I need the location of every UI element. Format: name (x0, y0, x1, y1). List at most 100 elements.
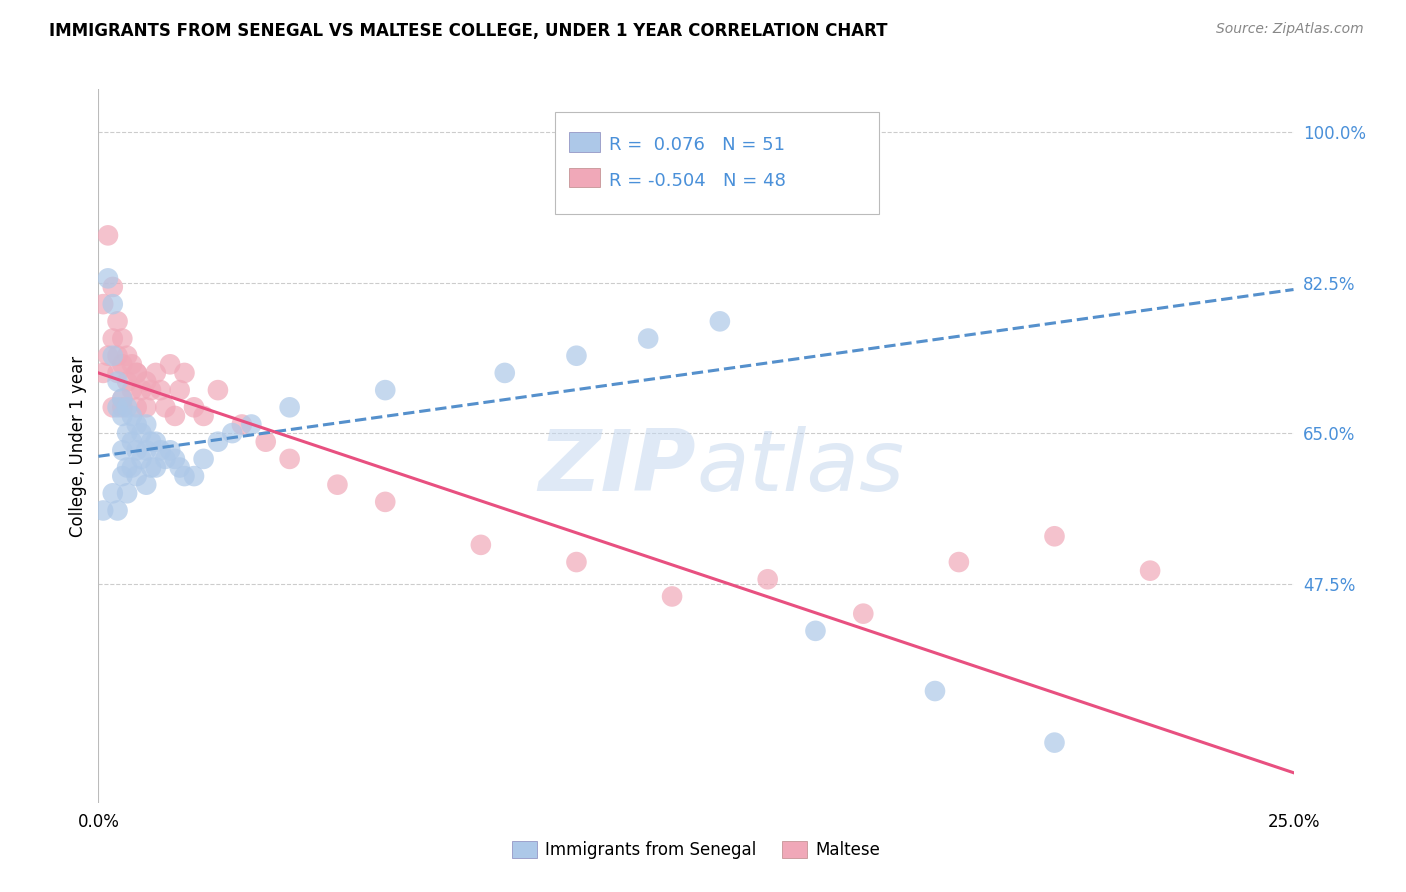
Point (125, 401, 148, 415)
Point (111, 409, 134, 423)
Point (948, 555, 970, 569)
Point (111, 357, 134, 371)
Point (115, 401, 138, 415)
Point (125, 469, 148, 483)
Point (374, 383, 396, 397)
Point (135, 417, 157, 432)
Point (111, 392, 134, 406)
Point (115, 375, 138, 389)
Point (149, 443, 172, 458)
Point (97, 271, 120, 285)
Point (565, 349, 588, 363)
Text: IMMIGRANTS FROM SENEGAL VS MALTESE COLLEGE, UNDER 1 YEAR CORRELATION CHART: IMMIGRANTS FROM SENEGAL VS MALTESE COLLE… (49, 22, 887, 40)
Point (101, 486, 124, 500)
Point (111, 332, 134, 346)
Point (169, 460, 191, 475)
Point (121, 434, 143, 449)
Point (240, 417, 263, 432)
Point (221, 426, 243, 441)
Point (207, 434, 229, 449)
Point (139, 383, 162, 397)
Point (565, 555, 588, 569)
Point (374, 495, 396, 509)
Point (637, 332, 659, 346)
Point (173, 366, 195, 380)
Point (101, 401, 124, 415)
Point (278, 401, 301, 415)
Point (756, 572, 779, 586)
Point (125, 366, 148, 380)
Point (254, 434, 277, 449)
Point (155, 451, 177, 466)
Point (101, 280, 124, 294)
Point (107, 375, 129, 389)
Point (135, 477, 157, 491)
Point (91, 366, 114, 380)
Text: atlas: atlas (696, 425, 904, 509)
Point (121, 383, 143, 397)
Point (121, 409, 143, 423)
Point (101, 349, 124, 363)
Point (145, 460, 167, 475)
Point (145, 366, 167, 380)
Point (107, 366, 129, 380)
Point (131, 383, 153, 397)
Point (111, 443, 134, 458)
Point (231, 417, 253, 432)
Point (115, 486, 138, 500)
Point (159, 357, 181, 371)
Point (121, 460, 143, 475)
Point (125, 366, 148, 380)
Point (107, 503, 129, 517)
Point (183, 469, 205, 483)
Point (97, 228, 120, 243)
Point (494, 366, 516, 380)
Point (804, 624, 827, 638)
Text: R =  0.076   N = 51: R = 0.076 N = 51 (609, 136, 785, 154)
Point (155, 401, 177, 415)
Point (101, 332, 124, 346)
Point (111, 469, 134, 483)
Point (183, 401, 205, 415)
Point (169, 383, 191, 397)
Point (131, 451, 153, 466)
Point (326, 477, 349, 491)
Point (661, 590, 683, 604)
Point (107, 401, 129, 415)
Point (101, 297, 124, 311)
Point (193, 451, 215, 466)
Point (470, 538, 492, 552)
Point (1043, 529, 1066, 543)
Text: R = -0.504   N = 48: R = -0.504 N = 48 (609, 172, 786, 190)
Point (115, 349, 138, 363)
Point (111, 392, 134, 406)
Point (145, 434, 167, 449)
Legend: Immigrants from Senegal, Maltese: Immigrants from Senegal, Maltese (505, 834, 887, 866)
Text: ZIP: ZIP (538, 425, 696, 509)
Point (135, 401, 157, 415)
Point (207, 383, 229, 397)
Point (125, 417, 148, 432)
Point (1043, 736, 1066, 750)
Point (125, 443, 148, 458)
Point (278, 451, 301, 466)
Point (107, 314, 129, 328)
Text: Source: ZipAtlas.com: Source: ZipAtlas.com (1216, 22, 1364, 37)
Point (139, 434, 162, 449)
Point (97, 349, 120, 363)
Y-axis label: College, Under 1 year: College, Under 1 year (69, 355, 87, 537)
Point (131, 426, 153, 441)
Point (173, 469, 195, 483)
Point (111, 401, 134, 415)
Point (91, 503, 114, 517)
Point (91, 297, 114, 311)
Point (115, 460, 138, 475)
Point (1139, 564, 1161, 578)
Point (852, 607, 875, 621)
Point (135, 443, 157, 458)
Point (149, 383, 172, 397)
Point (139, 460, 162, 475)
Point (163, 451, 186, 466)
Point (159, 443, 181, 458)
Point (924, 684, 946, 698)
